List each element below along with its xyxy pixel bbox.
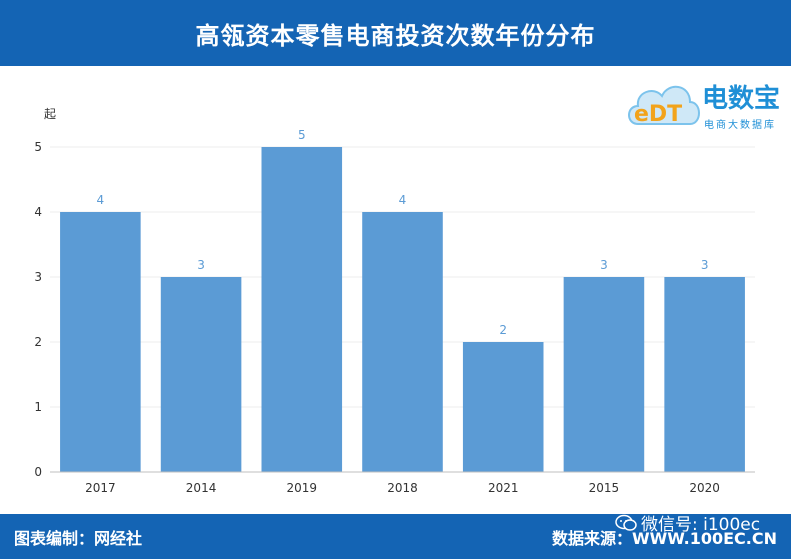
x-axis-ticks: 2017 2014 2019 2018 2021 2015 2020 xyxy=(85,481,720,495)
wechat-watermark: 微信号: i100ec xyxy=(615,510,760,535)
bar xyxy=(664,277,745,472)
y-axis-label: 起 xyxy=(44,107,56,121)
x-tick-label: 2021 xyxy=(488,481,519,495)
wechat-id: 微信号: i100ec xyxy=(641,515,761,535)
footer-source-text: 数据来源：WWW.100EC.CN xyxy=(551,529,777,548)
footer-credit: 图表编制：网经社 xyxy=(14,529,143,548)
y-tick-label: 3 xyxy=(34,270,42,284)
bar xyxy=(462,342,544,472)
bar-value-label: 4 xyxy=(97,193,105,207)
logo-brand: 电数宝 xyxy=(702,84,781,114)
header-banner: 高瓴资本零售电商投资次数年份分布 xyxy=(0,0,791,66)
y-tick-label: 4 xyxy=(34,205,42,219)
y-tick-label: 1 xyxy=(34,400,42,414)
edt-logo: eDT 电数宝 电商大数据库 xyxy=(624,74,784,134)
bar xyxy=(60,212,141,472)
bar-value-label: 4 xyxy=(399,193,407,207)
bar-value-label: 3 xyxy=(197,258,205,272)
cloud-logo-icon: eDT xyxy=(628,86,700,127)
bar-value-label: 3 xyxy=(600,258,608,272)
bar xyxy=(563,277,645,472)
svg-text:eDT: eDT xyxy=(634,102,682,127)
logo-subtitle: 电商大数据库 xyxy=(704,120,776,131)
x-tick-label: 2015 xyxy=(589,481,620,495)
bar xyxy=(261,147,343,472)
footer-banner: 图表编制：网经社 数据来源：WWW.100EC.CN 微信号: i100ec xyxy=(0,514,791,559)
x-tick-label: 2017 xyxy=(85,481,116,495)
bar xyxy=(362,212,443,472)
bars: 4 3 5 4 2 3 3 xyxy=(60,128,745,472)
wechat-icon xyxy=(615,514,637,531)
x-tick-label: 2019 xyxy=(287,481,318,495)
chart-title: 高瓴资本零售电商投资次数年份分布 xyxy=(195,21,596,50)
bar xyxy=(160,277,242,472)
y-tick-label: 0 xyxy=(34,465,42,479)
x-tick-label: 2014 xyxy=(186,481,217,495)
y-tick-label: 2 xyxy=(34,335,42,349)
x-tick-label: 2020 xyxy=(689,481,720,495)
x-tick-label: 2018 xyxy=(387,481,418,495)
bar-value-label: 3 xyxy=(701,258,709,272)
bar-value-label: 5 xyxy=(298,128,306,142)
y-tick-label: 5 xyxy=(34,140,42,154)
y-axis-ticks: 0 1 2 3 4 5 xyxy=(34,140,42,479)
footer-source: 数据来源：WWW.100EC.CN xyxy=(552,525,777,549)
bar-value-label: 2 xyxy=(499,323,507,337)
